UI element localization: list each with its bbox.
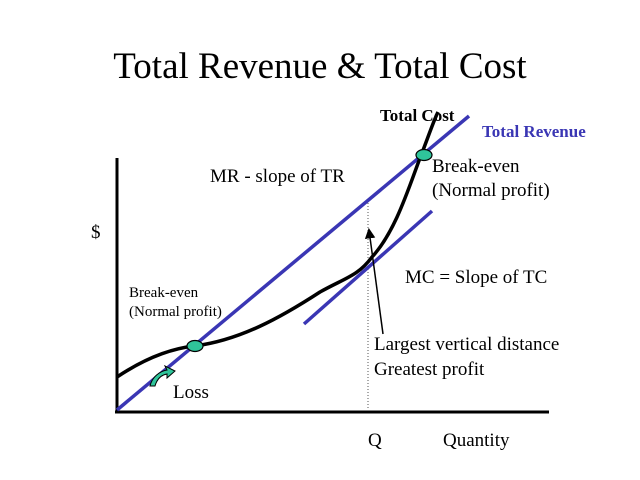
mr-slope-label: MR - slope of TR — [210, 166, 345, 187]
slide-title: Total Revenue & Total Cost — [113, 46, 527, 87]
q-marker-label: Q — [368, 430, 382, 451]
breakeven-lower-line2: (Normal profit) — [129, 304, 222, 320]
pointer-arrow-icon — [364, 227, 384, 335]
x-axis-label: Quantity — [443, 430, 510, 451]
breakeven-upper-marker — [415, 148, 433, 162]
y-axis-label: $ — [91, 222, 101, 243]
total-revenue-label: Total Revenue — [482, 122, 586, 141]
loss-label: Loss — [173, 382, 209, 403]
mc-tangent-line — [302, 209, 434, 326]
greatest-profit-label: Greatest profit — [374, 359, 485, 380]
loss-curved-arrow-icon — [149, 364, 176, 387]
breakeven-upper-line1: Break-even — [432, 156, 520, 177]
total-revenue-line — [115, 114, 471, 412]
breakeven-lower-marker — [186, 339, 204, 353]
breakeven-lower-line1: Break-even — [129, 285, 199, 301]
largest-vertical-label: Largest vertical distance — [374, 334, 559, 355]
mc-slope-label: MC = Slope of TC — [405, 267, 547, 288]
total-cost-label: Total Cost — [380, 106, 455, 125]
breakeven-upper-line2: (Normal profit) — [432, 180, 550, 201]
